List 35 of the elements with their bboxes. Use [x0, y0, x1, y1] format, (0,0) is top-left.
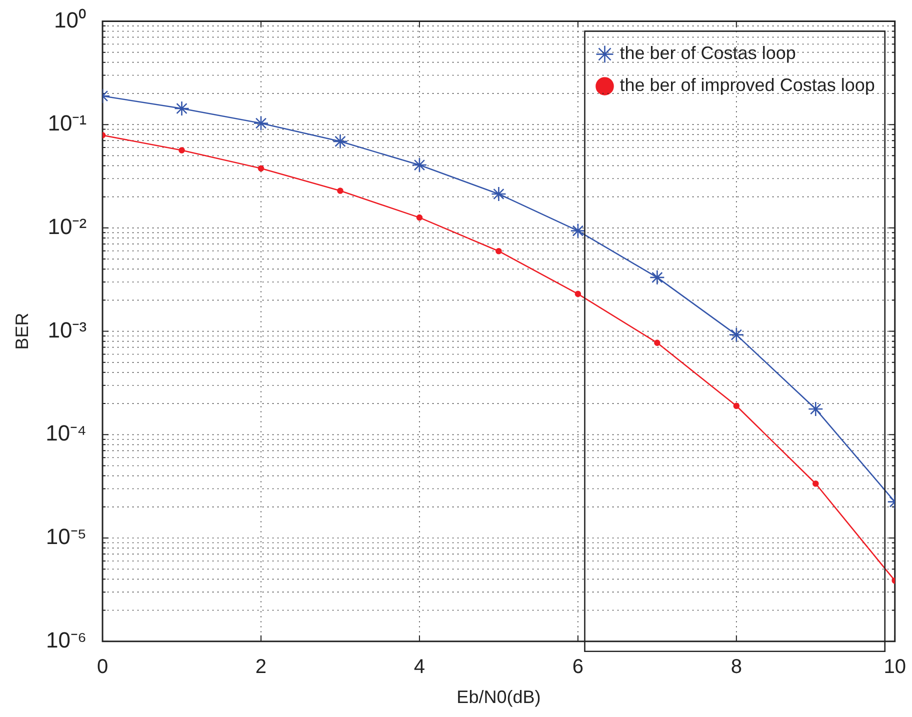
- point: [650, 270, 665, 286]
- legend-label: the ber of Costas loop: [620, 43, 796, 64]
- point: [416, 214, 423, 221]
- x-tick-label: 8: [730, 656, 742, 678]
- y-tick-label: 10⁻⁶: [46, 627, 87, 652]
- y-tick-label: 10⁻³: [48, 317, 87, 342]
- point: [253, 116, 269, 131]
- x-axis-title: Eb/N0(dB): [456, 687, 541, 708]
- point: [258, 165, 264, 172]
- point: [496, 248, 502, 254]
- point: [728, 327, 744, 342]
- point: [332, 134, 348, 150]
- y-tick-label: 10⁻⁴: [46, 420, 87, 446]
- point: [570, 223, 586, 238]
- point: [491, 186, 506, 202]
- y-tick-label: 10⁰: [54, 7, 87, 32]
- point: [574, 290, 582, 298]
- y-tick-label: 10⁻⁵: [46, 524, 87, 550]
- x-tick-label: 6: [572, 656, 584, 678]
- point: [337, 188, 344, 194]
- x-tick-label: 0: [96, 656, 108, 678]
- point: [808, 401, 824, 417]
- point: [812, 480, 819, 487]
- point: [178, 147, 185, 154]
- x-tick-label: 2: [255, 656, 267, 678]
- y-tick-label: 10⁻²: [48, 214, 87, 239]
- y-axis-title: BER: [12, 312, 32, 350]
- legend-label: the ber of improved Costas loop: [620, 75, 875, 96]
- x-tick-label: 4: [414, 656, 426, 678]
- point: [174, 100, 190, 116]
- y-tick-label: 10⁻¹: [48, 110, 87, 136]
- point: [412, 157, 428, 173]
- point: [654, 340, 660, 346]
- point: [733, 402, 740, 410]
- x-tick-label: 10: [884, 656, 906, 678]
